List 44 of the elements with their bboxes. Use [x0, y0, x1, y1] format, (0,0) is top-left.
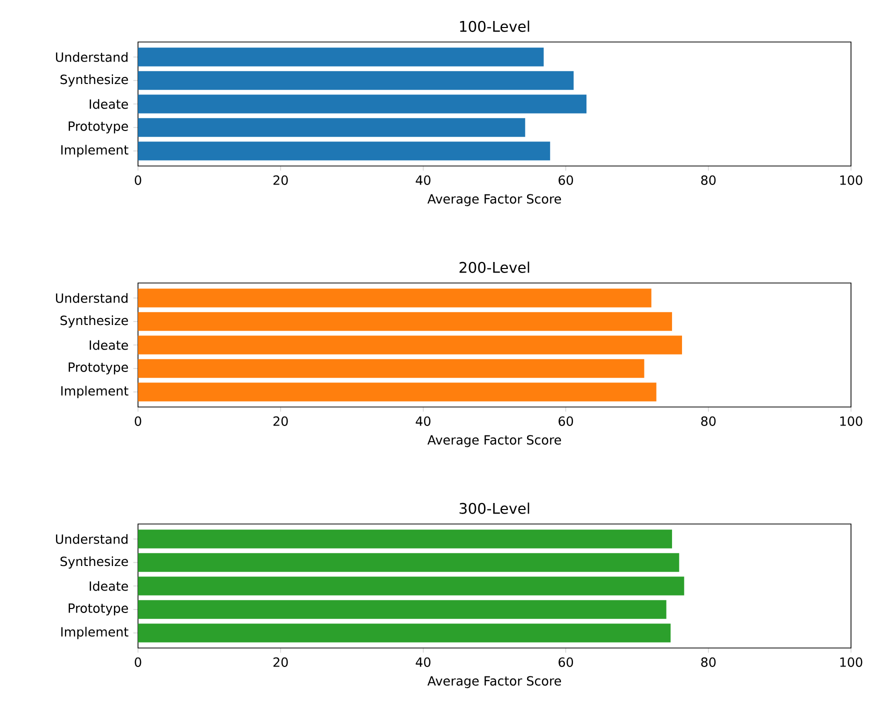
- y-tick-label: Ideate: [90, 581, 128, 591]
- x-axis-title: Average Factor Score: [427, 435, 562, 448]
- chart-title: 100-Level: [460, 20, 530, 32]
- bar: [138, 94, 586, 114]
- y-tick-label: Implement: [61, 144, 128, 158]
- x-tick-label: 80: [701, 657, 716, 667]
- x-tick-label: 80: [701, 175, 716, 185]
- x-tick-label: 100: [840, 416, 862, 426]
- y-tick-label: Synthesize: [60, 74, 128, 87]
- x-tick-label: 20: [273, 416, 288, 426]
- y-tick-label: Ideate: [90, 340, 128, 350]
- x-axis-title: Average Factor Score: [427, 676, 562, 688]
- x-tick-label: 40: [416, 175, 430, 185]
- chart-title: 200-Level: [460, 262, 530, 273]
- x-tick-label: 0: [134, 416, 142, 426]
- bar: [138, 118, 526, 137]
- x-tick-label: 100: [840, 657, 862, 667]
- y-tick-label: Prototype: [68, 604, 128, 616]
- y-tick-label: Implement: [61, 626, 128, 640]
- bar: [138, 142, 550, 160]
- x-tick-label: 20: [273, 175, 288, 185]
- y-tick-label: Understand: [56, 534, 128, 544]
- x-axis-title: Average Factor Score: [427, 194, 562, 206]
- x-tick-label: 100: [840, 175, 862, 185]
- bar: [138, 71, 574, 90]
- y-tick-label: Prototype: [68, 122, 128, 134]
- x-tick-label: 40: [416, 416, 430, 426]
- x-tick-label: 60: [558, 175, 574, 185]
- x-tick-label: 0: [134, 175, 142, 185]
- x-tick-label: 60: [558, 416, 574, 426]
- x-tick-label: 60: [558, 657, 574, 667]
- x-tick-label: 80: [701, 416, 716, 426]
- y-tick-label: Understand: [56, 52, 128, 62]
- x-tick-label: 0: [134, 657, 142, 667]
- y-tick-label: Implement: [61, 386, 128, 398]
- x-tick-label: 20: [273, 657, 288, 667]
- y-tick-label: Prototype: [68, 362, 128, 374]
- y-tick-label: Understand: [56, 293, 128, 303]
- y-tick-label: Synthesize: [60, 556, 128, 569]
- bar: [138, 48, 544, 66]
- chart-title: 300-Level: [460, 502, 530, 514]
- y-tick-label: Synthesize: [60, 315, 128, 328]
- x-tick-label: 40: [416, 657, 430, 667]
- y-tick-label: Ideate: [90, 99, 128, 109]
